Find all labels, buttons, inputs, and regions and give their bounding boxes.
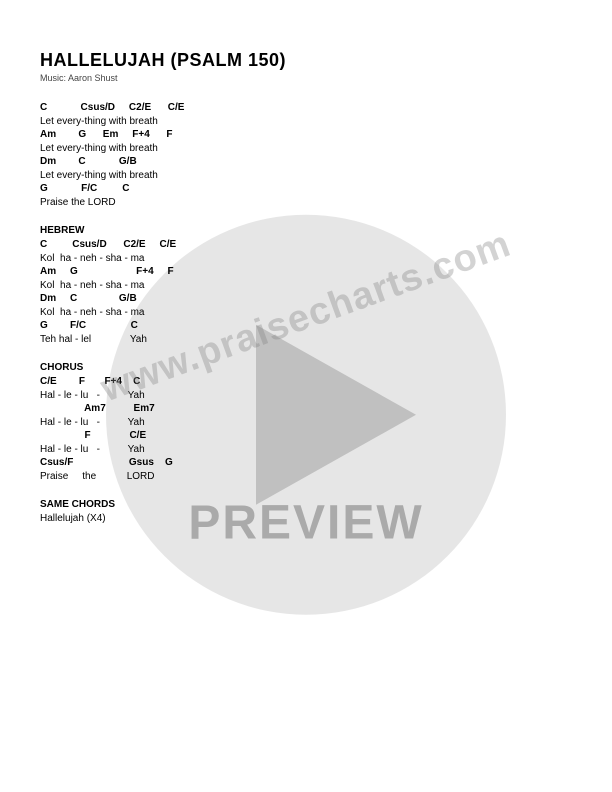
lyric-line: Hal - le - lu - Yah xyxy=(40,443,572,457)
chord-line: C Csus/D C2/E C/E xyxy=(40,101,572,115)
section: CHORUSC/E F F+4 CHal - le - lu - Yah Am7… xyxy=(40,362,572,483)
lyric-line: Kol ha - neh - sha - ma xyxy=(40,279,572,293)
chord-line: Am G Em F+4 F xyxy=(40,128,572,142)
chord-line: Am G F+4 F xyxy=(40,265,572,279)
lyric-line: Let every-thing with breath xyxy=(40,169,572,183)
song-title: HALLELUJAH (PSALM 150) xyxy=(40,50,572,71)
section-label: CHORUS xyxy=(40,362,572,373)
chord-line: Am7 Em7 xyxy=(40,402,572,416)
section-label: SAME CHORDS xyxy=(40,499,572,510)
chord-line: C/E F F+4 C xyxy=(40,375,572,389)
section: HEBREWC Csus/D C2/E C/EKol ha - neh - sh… xyxy=(40,225,572,346)
section-label: HEBREW xyxy=(40,225,572,236)
song-credit: Music: Aaron Shust xyxy=(40,73,572,83)
lyric-line: Praise the LORD xyxy=(40,470,572,484)
chord-line: C Csus/D C2/E C/E xyxy=(40,238,572,252)
lyric-line: Kol ha - neh - sha - ma xyxy=(40,306,572,320)
chord-line: Csus/F Gsus G xyxy=(40,456,572,470)
lyric-line: Let every-thing with breath xyxy=(40,142,572,156)
chord-chart-page: HALLELUJAH (PSALM 150) Music: Aaron Shus… xyxy=(0,0,612,592)
lyric-line: Teh hal - lel Yah xyxy=(40,333,572,347)
section: C Csus/D C2/E C/ELet every-thing with br… xyxy=(40,101,572,209)
chord-line: G F/C C xyxy=(40,182,572,196)
lyric-line: Hal - le - lu - Yah xyxy=(40,389,572,403)
lyric-line: Kol ha - neh - sha - ma xyxy=(40,252,572,266)
chord-line: G F/C C xyxy=(40,319,572,333)
lyric-line: Let every-thing with breath xyxy=(40,115,572,129)
lyric-line: Praise the LORD xyxy=(40,196,572,210)
chord-line: F C/E xyxy=(40,429,572,443)
chord-line: Dm C G/B xyxy=(40,292,572,306)
lyric-line: Hallelujah (X4) xyxy=(40,512,572,526)
lyric-line: Hal - le - lu - Yah xyxy=(40,416,572,430)
chord-line: Dm C G/B xyxy=(40,155,572,169)
section: SAME CHORDS Hallelujah (X4) xyxy=(40,499,572,526)
